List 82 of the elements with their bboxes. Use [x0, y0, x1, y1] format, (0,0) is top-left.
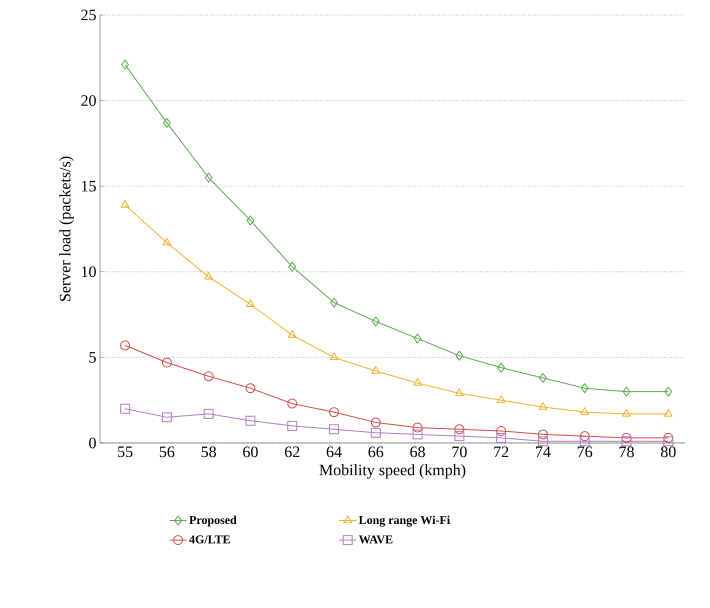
point — [538, 436, 548, 446]
y-tick-label: 0 — [89, 438, 96, 448]
y-tick-label: 15 — [82, 180, 96, 192]
x-tick-label: 78 — [620, 446, 634, 458]
point — [329, 424, 339, 434]
legend-label: Long range Wi-Fi — [358, 516, 450, 527]
point — [204, 172, 213, 183]
point — [371, 366, 380, 374]
point — [413, 378, 422, 386]
y-axis-title: Server load (packets/s) — [59, 156, 74, 301]
x-axis-title: Mobility speed (kmph) — [319, 464, 466, 479]
point — [664, 386, 672, 397]
point — [539, 372, 547, 383]
point — [245, 416, 256, 426]
point — [120, 404, 130, 414]
point — [162, 238, 172, 246]
legend-label: Proposed — [189, 516, 237, 526]
point — [622, 386, 630, 397]
point — [120, 340, 130, 350]
point — [580, 383, 589, 394]
point — [580, 407, 590, 415]
point — [622, 436, 632, 446]
point — [454, 388, 464, 396]
point — [496, 426, 506, 436]
point — [622, 432, 632, 443]
point — [664, 408, 673, 417]
x-tick-label: 76 — [578, 446, 592, 458]
y-tick-label: 25 — [81, 10, 96, 20]
point — [496, 432, 506, 443]
point — [622, 408, 631, 417]
point — [204, 371, 214, 382]
point — [372, 316, 380, 326]
x-tick-label: 66 — [368, 446, 384, 458]
x-tick-label: 72 — [494, 446, 508, 458]
point — [330, 298, 338, 308]
point — [163, 118, 171, 128]
point — [580, 431, 590, 442]
point — [204, 408, 214, 419]
x-tick-label: 55 — [118, 446, 132, 458]
x-tick-label: 62 — [284, 446, 300, 458]
x-tick-label: 60 — [243, 446, 258, 458]
point — [329, 407, 339, 418]
y-tick-label: 20 — [81, 95, 96, 106]
point — [580, 436, 590, 446]
x-tick-label: 56 — [160, 446, 174, 458]
point — [497, 362, 506, 373]
y-tick-label: 5 — [89, 352, 96, 363]
point — [412, 429, 423, 440]
point — [120, 200, 130, 208]
point — [288, 262, 296, 272]
point — [538, 429, 548, 440]
point — [330, 352, 338, 360]
x-tick-label: 68 — [410, 446, 425, 458]
x-tick-label: 64 — [326, 446, 342, 458]
point — [370, 428, 381, 438]
legend-label: WAVE — [358, 535, 392, 544]
point — [456, 350, 464, 361]
x-tick-label: 58 — [202, 446, 216, 458]
point — [370, 417, 381, 428]
x-tick-label: 74 — [536, 446, 551, 457]
legend-label: 4G/LTE — [189, 535, 230, 544]
point — [287, 420, 298, 431]
point — [287, 398, 298, 409]
point — [204, 272, 214, 280]
point — [288, 330, 297, 338]
x-tick-label: 70 — [452, 446, 467, 458]
point — [121, 60, 129, 70]
point — [245, 383, 256, 394]
point — [454, 431, 464, 442]
point — [246, 215, 254, 226]
point — [412, 422, 423, 433]
point — [496, 395, 506, 403]
point — [414, 334, 422, 344]
point — [663, 432, 674, 443]
point — [162, 412, 172, 422]
y-tick-label: 10 — [82, 266, 96, 278]
point — [162, 358, 172, 368]
point — [246, 299, 255, 308]
point — [454, 424, 464, 434]
point — [663, 436, 674, 446]
point — [538, 402, 548, 410]
x-tick-label: 80 — [660, 446, 676, 458]
